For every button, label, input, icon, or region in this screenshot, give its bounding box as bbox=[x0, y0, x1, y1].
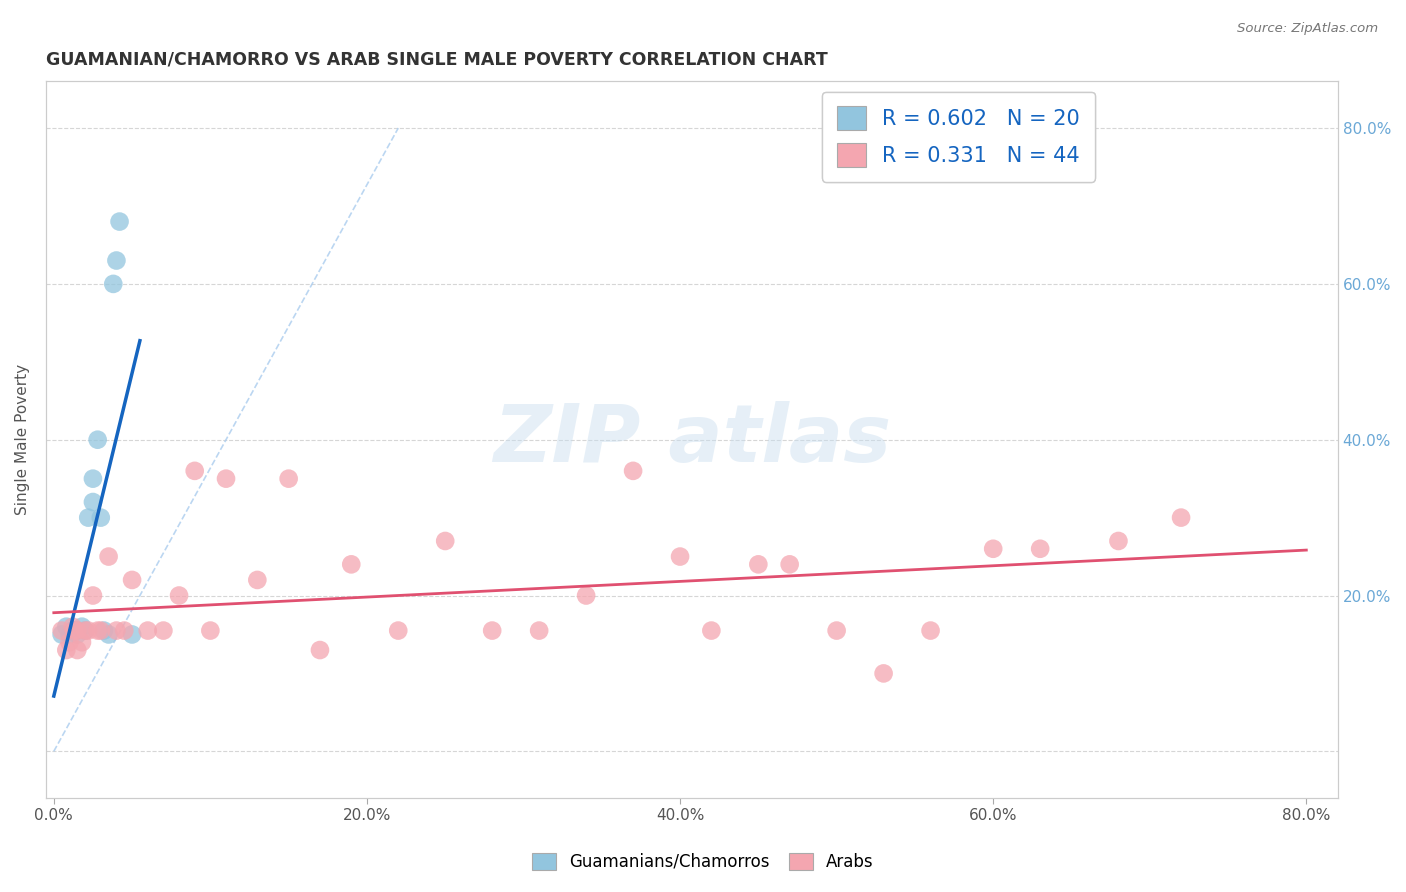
Point bbox=[70, 635, 93, 649]
Point bbox=[77, 510, 100, 524]
Point bbox=[62, 620, 84, 634]
Point bbox=[277, 472, 299, 486]
Point bbox=[920, 624, 942, 638]
Point bbox=[167, 589, 190, 603]
Point bbox=[1107, 533, 1129, 548]
Point bbox=[481, 624, 503, 638]
Point bbox=[90, 624, 112, 638]
Point bbox=[77, 624, 100, 638]
Point bbox=[621, 464, 644, 478]
Point bbox=[51, 627, 73, 641]
Point bbox=[66, 627, 89, 641]
Point bbox=[215, 472, 238, 486]
Point bbox=[55, 643, 77, 657]
Point bbox=[82, 472, 104, 486]
Point bbox=[872, 666, 894, 681]
Text: Source: ZipAtlas.com: Source: ZipAtlas.com bbox=[1237, 22, 1378, 36]
Point bbox=[246, 573, 269, 587]
Point bbox=[779, 558, 801, 572]
Point bbox=[309, 643, 332, 657]
Point bbox=[58, 627, 80, 641]
Point bbox=[82, 495, 104, 509]
Point bbox=[136, 624, 159, 638]
Point bbox=[58, 635, 80, 649]
Point bbox=[66, 643, 89, 657]
Point bbox=[55, 620, 77, 634]
Point bbox=[63, 624, 86, 638]
Point bbox=[434, 533, 457, 548]
Point bbox=[121, 627, 143, 641]
Point bbox=[66, 624, 89, 638]
Point bbox=[152, 624, 174, 638]
Point bbox=[97, 627, 120, 641]
Point bbox=[575, 589, 598, 603]
Point bbox=[669, 549, 692, 564]
Point bbox=[86, 624, 108, 638]
Legend: R = 0.602   N = 20, R = 0.331   N = 44: R = 0.602 N = 20, R = 0.331 N = 44 bbox=[823, 92, 1095, 182]
Point bbox=[825, 624, 848, 638]
Point bbox=[108, 214, 131, 228]
Point bbox=[105, 624, 128, 638]
Point bbox=[51, 624, 73, 638]
Point bbox=[1029, 541, 1052, 556]
Point bbox=[183, 464, 205, 478]
Point bbox=[112, 624, 135, 638]
Y-axis label: Single Male Poverty: Single Male Poverty bbox=[15, 364, 30, 516]
Point bbox=[82, 589, 104, 603]
Point bbox=[121, 573, 143, 587]
Point bbox=[700, 624, 723, 638]
Legend: Guamanians/Chamorros, Arabs: Guamanians/Chamorros, Arabs bbox=[524, 845, 882, 880]
Point bbox=[62, 624, 84, 638]
Point bbox=[340, 558, 363, 572]
Point bbox=[747, 558, 769, 572]
Point bbox=[63, 624, 86, 638]
Point bbox=[387, 624, 409, 638]
Point bbox=[75, 624, 97, 638]
Point bbox=[105, 253, 128, 268]
Point bbox=[90, 510, 112, 524]
Point bbox=[86, 433, 108, 447]
Text: GUAMANIAN/CHAMORRO VS ARAB SINGLE MALE POVERTY CORRELATION CHART: GUAMANIAN/CHAMORRO VS ARAB SINGLE MALE P… bbox=[46, 51, 828, 69]
Point bbox=[97, 549, 120, 564]
Point bbox=[103, 277, 125, 291]
Point bbox=[75, 624, 97, 638]
Point bbox=[527, 624, 550, 638]
Point bbox=[200, 624, 222, 638]
Point bbox=[1170, 510, 1192, 524]
Point bbox=[93, 624, 115, 638]
Point bbox=[981, 541, 1004, 556]
Point bbox=[66, 624, 89, 638]
Point bbox=[70, 620, 93, 634]
Text: ZIP atlas: ZIP atlas bbox=[492, 401, 891, 479]
